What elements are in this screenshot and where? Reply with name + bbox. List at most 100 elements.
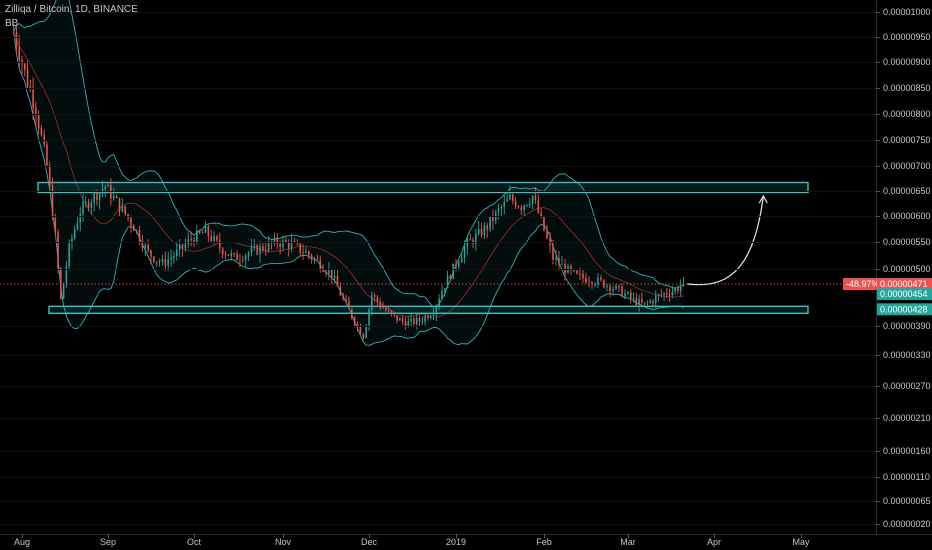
candle bbox=[60, 267, 62, 299]
candle bbox=[517, 206, 520, 208]
candle bbox=[48, 165, 51, 186]
last-price-badge-text: 0.00000471 bbox=[880, 279, 928, 289]
y-tick-label: 0.00000750 bbox=[883, 135, 931, 145]
candle bbox=[558, 258, 560, 265]
candle bbox=[115, 195, 118, 198]
candle bbox=[588, 282, 590, 284]
price-axis[interactable]: 0.00001000 0.00000950 0.00000900 0.00000850… bbox=[0, 0, 932, 535]
candle bbox=[531, 195, 534, 204]
x-tick-label: Aug bbox=[14, 537, 30, 547]
candle bbox=[333, 275, 336, 278]
y-tick-label: 0.00000210 bbox=[883, 413, 931, 423]
candle bbox=[244, 255, 247, 261]
y-tick-label: 0.00000700 bbox=[883, 161, 931, 171]
candle bbox=[480, 228, 483, 236]
candle bbox=[483, 225, 486, 236]
candle bbox=[319, 259, 322, 270]
candle bbox=[37, 115, 40, 129]
projection-arrow-head bbox=[758, 194, 768, 204]
candle bbox=[279, 243, 281, 248]
candle bbox=[629, 292, 632, 299]
x-tick-label: Dec bbox=[361, 537, 378, 547]
candle bbox=[299, 243, 301, 253]
candle bbox=[313, 258, 316, 260]
projection-arrow bbox=[687, 195, 764, 286]
candle bbox=[62, 283, 65, 299]
candle bbox=[219, 240, 221, 249]
candle bbox=[82, 202, 84, 214]
indicator-label: BB bbox=[5, 18, 19, 29]
candle bbox=[396, 315, 398, 321]
candle bbox=[73, 229, 76, 239]
candle bbox=[107, 184, 109, 187]
candle bbox=[233, 253, 235, 255]
y-tick-label: 0.00000160 bbox=[883, 446, 931, 456]
candle bbox=[242, 260, 244, 262]
y-tick-label: 0.00000850 bbox=[883, 83, 931, 93]
candle bbox=[141, 241, 144, 248]
change-badge-text: -48.97% bbox=[846, 279, 880, 289]
candle bbox=[247, 252, 250, 256]
candle bbox=[158, 261, 161, 263]
candle bbox=[585, 278, 587, 283]
candle bbox=[511, 194, 514, 201]
candle bbox=[641, 298, 643, 303]
candle bbox=[424, 315, 426, 322]
bb-lower bbox=[13, 32, 684, 346]
candle bbox=[376, 296, 379, 303]
candle bbox=[643, 302, 646, 304]
candles bbox=[12, 23, 685, 340]
candle bbox=[663, 292, 665, 295]
candle bbox=[198, 230, 201, 233]
candle bbox=[469, 239, 471, 241]
candle bbox=[353, 317, 356, 325]
candle bbox=[446, 275, 449, 289]
y-tick-label: 0.00000270 bbox=[883, 381, 931, 391]
candle bbox=[164, 259, 167, 266]
candle bbox=[529, 203, 531, 206]
time-axis[interactable]: Aug Sep Oct Nov Dec 2019 Feb Mar Apr May bbox=[14, 534, 810, 547]
candle bbox=[606, 285, 608, 288]
candle bbox=[657, 294, 660, 296]
zones bbox=[37, 181, 809, 315]
candle bbox=[458, 262, 460, 267]
candle bbox=[573, 269, 575, 271]
x-tick-label: Apr bbox=[707, 537, 721, 547]
candle bbox=[449, 275, 452, 280]
candle bbox=[79, 213, 82, 224]
candle bbox=[68, 242, 70, 267]
candle bbox=[348, 301, 350, 309]
candle bbox=[509, 194, 511, 200]
candle bbox=[287, 242, 290, 249]
bb-upper bbox=[13, 0, 684, 308]
candle bbox=[150, 250, 152, 257]
candle bbox=[316, 258, 319, 260]
candle bbox=[452, 263, 454, 280]
candle bbox=[181, 244, 184, 249]
x-tick-label: Oct bbox=[187, 537, 202, 547]
candle bbox=[339, 286, 342, 296]
candle bbox=[310, 255, 313, 260]
candle bbox=[489, 217, 491, 230]
candle bbox=[43, 134, 45, 145]
candle bbox=[336, 275, 339, 287]
candle bbox=[57, 232, 59, 268]
candle bbox=[520, 207, 523, 211]
candle bbox=[552, 245, 554, 260]
candle bbox=[579, 273, 581, 275]
candle bbox=[282, 240, 284, 248]
candle bbox=[90, 202, 93, 208]
candle bbox=[649, 300, 651, 303]
candle bbox=[677, 288, 679, 291]
candle bbox=[382, 307, 384, 309]
candle bbox=[15, 32, 18, 47]
candle bbox=[594, 284, 596, 285]
y-tick-label: 0.00000550 bbox=[883, 237, 931, 247]
candle bbox=[308, 251, 310, 256]
candle bbox=[112, 195, 115, 199]
zone-support bbox=[48, 305, 809, 315]
candle bbox=[546, 230, 548, 238]
y-tick-label: 0.00000600 bbox=[883, 211, 931, 221]
bb-lower-badge-text: 0.00000454 bbox=[880, 289, 928, 299]
